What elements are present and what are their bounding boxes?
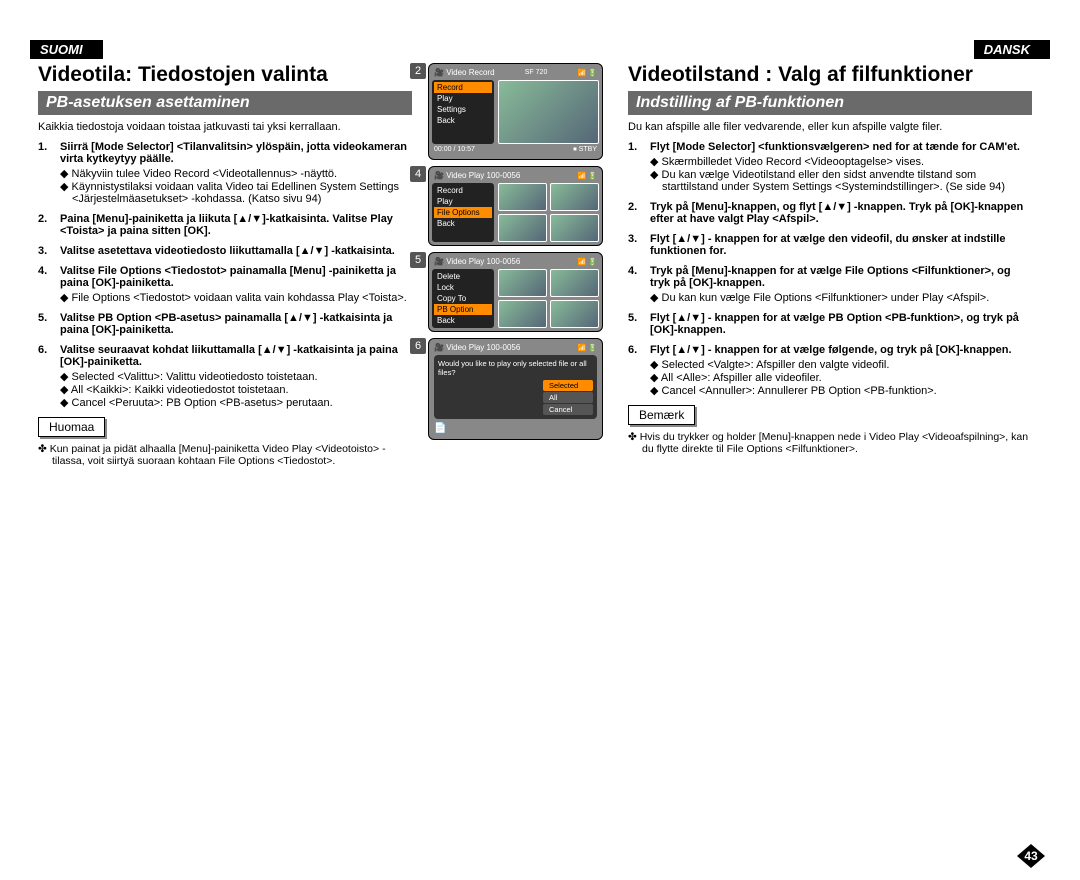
screenshots-column: 2 🎥 Video RecordSF 720📶 🔋 RecordPlaySett… (420, 63, 620, 467)
page-number: 43 (1017, 844, 1045, 868)
fi-note-label: Huomaa (38, 417, 105, 437)
preview-thumb (498, 80, 599, 144)
fi-heading: Videotila: Tiedostojen valinta (38, 63, 412, 87)
shot-number: 2 (410, 63, 426, 79)
da-steps: 1.Flyt [Mode Selector] <funktionsvælgere… (628, 141, 1032, 397)
da-heading: Videotilstand : Valg af filfunktioner (628, 63, 1032, 87)
fi-steps: 1.Siirrä [Mode Selector] <Tilanvalitsin>… (38, 141, 412, 409)
screenshot-2: 🎥 Video RecordSF 720📶 🔋 RecordPlaySettin… (428, 63, 603, 160)
screenshot-5: 🎥 Video Play 100-0056📶 🔋 DeleteLockCopy … (428, 252, 603, 332)
da-note-label: Bemærk (628, 405, 695, 425)
fi-subheading: PB-asetuksen asettaminen (38, 91, 412, 115)
shot-number: 5 (410, 252, 426, 268)
lang-tab-left: SUOMI (30, 40, 103, 59)
dialog-question: Would you like to play only selected fil… (438, 359, 593, 377)
da-subheading: Indstilling af PB-funktionen (628, 91, 1032, 115)
screenshot-4: 🎥 Video Play 100-0056📶 🔋 RecordPlayFile … (428, 166, 603, 246)
shot-number: 4 (410, 166, 426, 182)
screenshot-6: 🎥 Video Play 100-0056📶 🔋 Would you like … (428, 338, 603, 440)
da-note: Hvis du trykker og holder [Menu]-knappen… (628, 431, 1032, 455)
fi-note: Kun painat ja pidät alhaalla [Menu]-pain… (38, 443, 412, 467)
lang-tab-right: DANSK (974, 40, 1050, 59)
fi-intro: Kaikkia tiedostoja voidaan toistaa jatku… (38, 121, 412, 133)
shot-number: 6 (410, 338, 426, 354)
da-intro: Du kan afspille alle filer vedvarende, e… (628, 121, 1032, 133)
